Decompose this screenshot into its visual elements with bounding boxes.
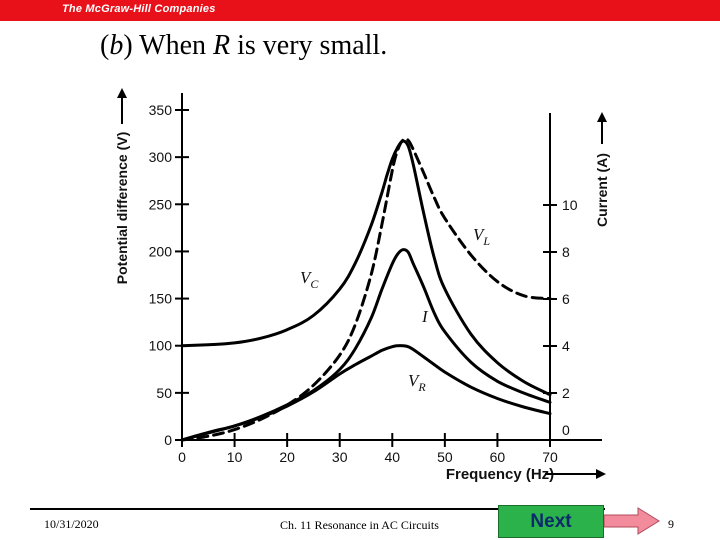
y-tick-label-left-50: 50 bbox=[156, 385, 172, 401]
y-tick-label-right-2: 2 bbox=[562, 385, 570, 401]
x-tick-label-0: 0 bbox=[178, 449, 186, 465]
y-tick-label-right-10: 10 bbox=[562, 197, 578, 213]
y-tick-label-left-250: 250 bbox=[149, 196, 173, 212]
x-tick-label-70: 70 bbox=[542, 449, 558, 465]
x-tick-label-30: 30 bbox=[332, 449, 348, 465]
x-axis-arrow-head bbox=[596, 469, 606, 479]
arrow-right-icon[interactable] bbox=[604, 507, 660, 535]
y-tick-label-right-0: 0 bbox=[562, 422, 570, 438]
series-line-v-r bbox=[180, 344, 552, 442]
series-label-subscript: L bbox=[482, 234, 490, 248]
publisher-logo: The McGraw-Hill Companies bbox=[62, 3, 216, 15]
series-line-v-l bbox=[180, 137, 552, 442]
series-label-subscript: R bbox=[417, 380, 426, 394]
x-tick-label-50: 50 bbox=[437, 449, 453, 465]
y-tick-label-left-100: 100 bbox=[149, 338, 173, 354]
y-tick-label-left-300: 300 bbox=[149, 149, 173, 165]
y-tick-label-right-8: 8 bbox=[562, 244, 570, 260]
title-variable: R bbox=[213, 30, 231, 61]
footer-date: 10/31/2020 bbox=[44, 517, 99, 531]
top-banner: The McGraw-Hill Companies bbox=[0, 0, 720, 21]
series-label-main: V bbox=[473, 225, 486, 244]
slide-title: (b) When R is very small. bbox=[100, 30, 387, 62]
x-tick-label-10: 10 bbox=[227, 449, 243, 465]
series-label-v-r: VR bbox=[408, 371, 426, 394]
y-tick-label-left-0: 0 bbox=[164, 432, 172, 448]
series-label-main: V bbox=[408, 371, 421, 390]
x-axis-label: Frequency (Hz) bbox=[446, 466, 554, 483]
series-label-v-c: VC bbox=[300, 268, 319, 291]
series-line-v-c bbox=[180, 139, 552, 397]
footer-course-title: Ch. 11 Resonance in AC Circuits bbox=[280, 518, 439, 532]
series-label-i: I bbox=[421, 307, 429, 326]
y-axis-right-label: Current (A) bbox=[594, 153, 610, 227]
y-tick-label-left-150: 150 bbox=[149, 291, 173, 307]
y-tick-label-left-350: 350 bbox=[149, 102, 173, 118]
y-axis-right-arrow-head bbox=[597, 112, 607, 122]
x-tick-label-40: 40 bbox=[384, 449, 400, 465]
y-tick-label-right-6: 6 bbox=[562, 291, 570, 307]
title-suffix: is very small. bbox=[230, 30, 388, 61]
x-tick-label-20: 20 bbox=[279, 449, 295, 465]
series-label-main: I bbox=[421, 307, 429, 326]
series-label-main: V bbox=[300, 268, 313, 287]
series-label-v-l: VL bbox=[473, 225, 490, 248]
y-tick-label-left-200: 200 bbox=[149, 243, 173, 259]
x-tick-label-60: 60 bbox=[490, 449, 506, 465]
series-label-subscript: C bbox=[310, 277, 319, 291]
y-tick-label-right-4: 4 bbox=[562, 338, 570, 354]
title-mid: ) When bbox=[123, 30, 214, 61]
y-axis-left-arrow-head bbox=[117, 88, 127, 98]
next-button[interactable]: Next bbox=[498, 505, 604, 538]
page-number: 9 bbox=[668, 517, 674, 531]
footer-rule bbox=[30, 508, 605, 510]
title-letter: b bbox=[109, 30, 124, 61]
y-axis-left-label: Potential difference (V) bbox=[114, 132, 130, 284]
title-prefix: ( bbox=[100, 30, 110, 61]
